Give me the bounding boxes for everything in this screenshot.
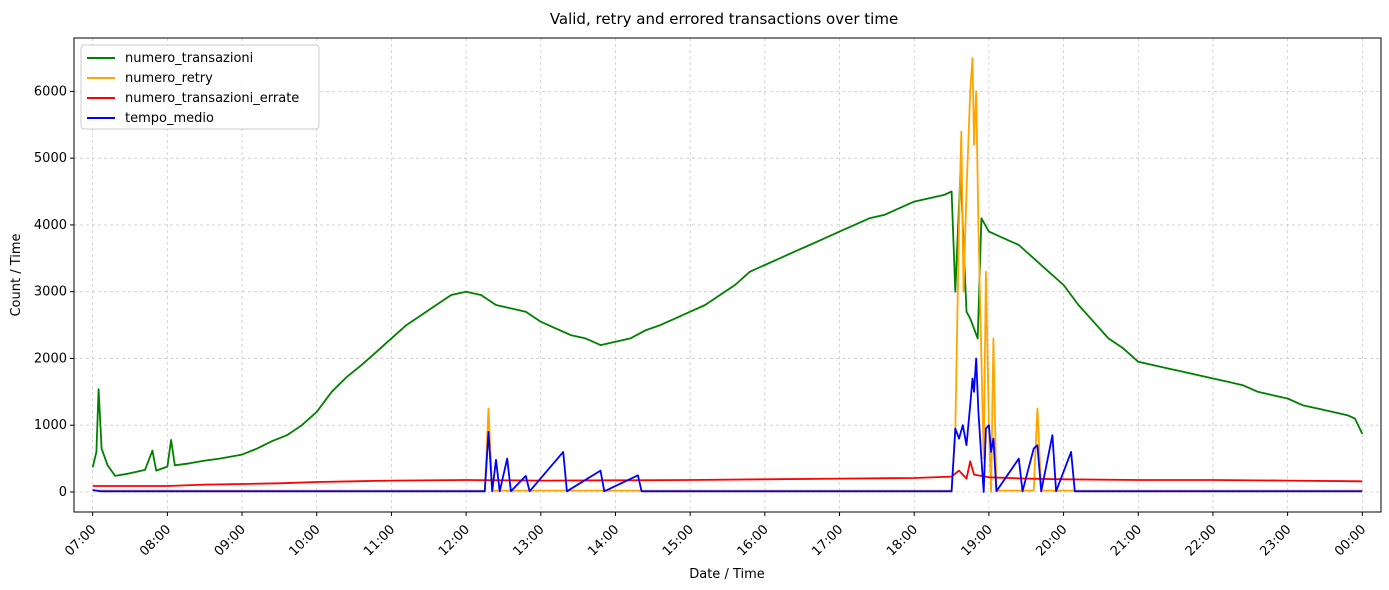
x-tick-label: 16:00 [735,522,772,559]
x-tick-label: 12:00 [436,522,473,559]
x-axis-label: Date / Time [689,567,765,582]
x-tick-label: 14:00 [585,522,622,559]
y-tick-label: 3000 [34,285,67,300]
x-tick-label: 07:00 [62,522,99,559]
y-tick-label: 0 [59,485,67,500]
chart-title: Valid, retry and errored transactions ov… [550,10,898,28]
x-tick-label: 13:00 [511,522,548,559]
y-tick-label: 6000 [34,84,67,99]
legend-label: numero_transazioni [125,51,253,66]
legend-label: numero_retry [125,71,213,86]
legend-box [80,44,320,130]
y-tick-label: 2000 [34,351,67,366]
series-line-numero_transazioni [91,170,1364,477]
y-axis-label: Count / Time [9,233,24,316]
x-tick-label: 17:00 [809,522,846,559]
legend-label: tempo_medio [125,111,214,126]
x-tick-label: 15:00 [660,522,697,559]
y-tick-label: 4000 [34,218,67,233]
series-line-tempo_medio [92,357,1363,493]
y-tick-label: 5000 [34,151,67,166]
x-axis: 07:00 08:00 09:00 10:00 11:00 12:00 13:00 14:00… [62,512,1369,559]
x-tick-label: 00:00 [1332,522,1369,559]
x-tick-label: 22:00 [1183,522,1220,559]
series-line-numero_transazioni_errate [92,460,1363,487]
x-tick-label: 11:00 [361,522,398,559]
y-tick-label: 1000 [34,418,67,433]
x-tick-label: 08:00 [137,522,174,559]
x-tick-label: 21:00 [1108,522,1145,559]
x-tick-label: 09:00 [212,522,249,559]
x-tick-label: 20:00 [1033,522,1070,559]
plot-area-frame [73,37,1382,513]
x-tick-label: 10:00 [286,522,323,559]
legend-label: numero_transazioni_errate [125,91,299,106]
x-tick-label: 19:00 [959,522,996,559]
legend: numero_transazioni numero_retry numero_tra… [80,44,320,130]
y-axis: 0 1000 2000 3000 4000 5000 6000 [34,84,74,500]
x-tick-label: 23:00 [1257,522,1294,559]
series-layer [91,57,1364,493]
x-tick-label: 18:00 [884,522,921,559]
